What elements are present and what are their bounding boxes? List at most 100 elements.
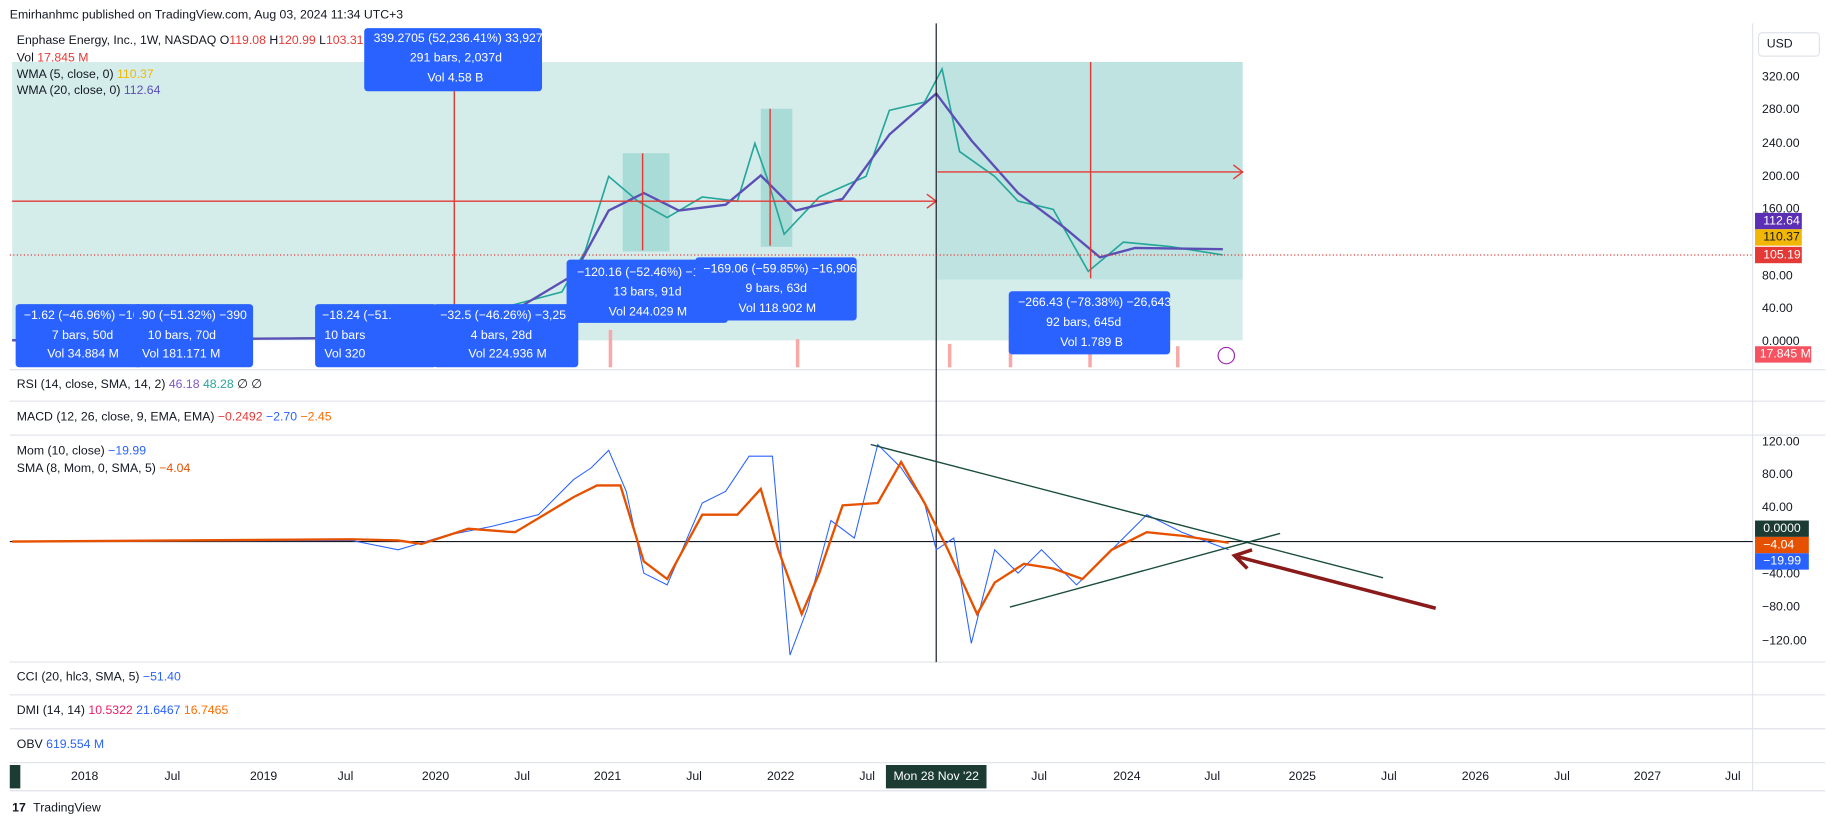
label: −120.00 (1762, 633, 1807, 647)
label: 105.19 (1763, 247, 1801, 261)
footer-logo: 17 (12, 801, 26, 815)
label: Mom (10, close) (17, 444, 105, 458)
label: 4 bars, 28d (471, 328, 533, 342)
label: 2022 (767, 769, 794, 783)
label: 80.00 (1762, 467, 1793, 481)
label: 2026 (1462, 769, 1489, 783)
sma-line (12, 459, 1229, 618)
measure-boxes: 339.2705 (52,236.41%) 33,927 291 bars, 2,… (15, 28, 1171, 368)
label: Vol 4.58 B (427, 71, 483, 85)
label: 2021 (594, 769, 621, 783)
label: −2.45 (300, 410, 331, 424)
label: 119.08 (229, 33, 266, 47)
label: 0.0000 (1762, 334, 1800, 348)
crosshair-date-badge (885, 765, 987, 789)
label: −0.2492 (218, 410, 263, 424)
label: 7 bars, 50d (52, 328, 114, 342)
label: 13 bars, 91d (613, 285, 681, 299)
label: 110.37 (1763, 230, 1800, 244)
label: −40.00 (1762, 567, 1800, 581)
label: −4.04 (159, 461, 190, 475)
label: 10.5322 (88, 703, 133, 717)
label: 2018 (71, 769, 98, 783)
label: Jul (514, 769, 530, 783)
label: 280.00 (1762, 102, 1800, 116)
label: 103.31 (326, 33, 364, 47)
label: −19.99 (1763, 554, 1801, 568)
legend-wma5: WMA (5, close, 0) 110.37 (17, 67, 154, 81)
event-icon[interactable] (1217, 346, 1236, 365)
label: 339.2705 (52,236.41%) 33,927 (374, 31, 543, 45)
currency-button[interactable] (1757, 32, 1820, 57)
label: −2.70 (266, 410, 297, 424)
label: 16.7465 (184, 703, 229, 717)
label: WMA (20, close, 0) (17, 83, 121, 97)
label: Vol 1.789 B (1060, 335, 1123, 349)
label: OBV (17, 737, 44, 751)
label: SMA (8, Mom, 0, SMA, 5) (17, 461, 156, 475)
label: 320.00 (1762, 69, 1800, 83)
sma-legend: SMA (8, Mom, 0, SMA, 5) −4.04 (17, 461, 191, 475)
label: Jul (1204, 769, 1220, 783)
label: −19.99 (108, 444, 146, 458)
legend-wma20: WMA (20, close, 0) 112.64 (17, 83, 161, 97)
arrow-head (1231, 548, 1253, 570)
label: 40.00 (1762, 301, 1793, 315)
label: 200.00 (1762, 169, 1800, 183)
obv-legend: OBV 619.554 M (17, 737, 104, 751)
label: L (319, 33, 326, 47)
label: ∅ (237, 377, 248, 391)
label: 17.845 M (37, 51, 88, 65)
label: Vol 181.171 M (142, 347, 220, 361)
label: 2019 (250, 769, 277, 783)
label: 240.00 (1762, 136, 1800, 150)
pane-separators (9, 23, 1826, 792)
legend-volume: Vol 17.845 M (17, 51, 89, 65)
label: 120.00 (1762, 434, 1800, 448)
label: CCI (20, hlc3, SMA, 5) (17, 670, 140, 684)
label: Vol 118.902 M (739, 301, 817, 315)
label: .90 (−51.32%) −390 (138, 308, 247, 322)
label: Jul (338, 769, 354, 783)
label: 2024 (1113, 769, 1140, 783)
label: 112.64 (1763, 213, 1800, 227)
label: −32.5 (−46.26%) −3,255 (440, 308, 573, 322)
rsi-legend: RSI (14, close, SMA, 14, 2) 46.18 48.28 … (17, 377, 262, 391)
label: −120.16 (−52.46%) −12 (577, 265, 706, 279)
time-axis: 2018 Jul 2019 Jul 2020 Jul 2021 Jul 2022 Jul … (71, 769, 1741, 783)
label: 619.554 M (46, 737, 104, 751)
macd-legend: MACD (12, 26, close, 9, EMA, EMA) −0.249… (17, 410, 332, 424)
label: −169.06 (−59.85%) −16,906 (703, 261, 856, 275)
label: Jul (686, 769, 702, 783)
label: 80.00 (1762, 268, 1793, 282)
label: Jul (1725, 769, 1741, 783)
label: Vol 34.884 M (47, 347, 119, 361)
label: 2027 (1634, 769, 1661, 783)
mom-legend: Mom (10, close) −19.99 (17, 444, 146, 458)
label: MACD (12, 26, close, 9, EMA, EMA) (17, 410, 215, 424)
label: 2020 (422, 769, 449, 783)
dmi-legend: DMI (14, 14) 10.5322 21.6467 16.7465 (17, 703, 229, 717)
label: 46.18 (169, 377, 200, 391)
label: 21.6467 (136, 703, 181, 717)
label: Vol 244.029 M (609, 305, 687, 319)
measure-lines (12, 61, 1244, 316)
label: −51.40 (143, 670, 181, 684)
arrow (1237, 555, 1437, 610)
label: Mon 28 Nov '22 (893, 769, 979, 783)
label: −18.24 (−51. (322, 308, 392, 322)
legend-symbol: Enphase Energy, Inc., 1W, NASDAQ O119.08… (17, 33, 364, 47)
label: Jul (165, 769, 181, 783)
label: 120.99 (278, 33, 316, 47)
label: 48.28 (203, 377, 234, 391)
label: Vol 320 (324, 347, 365, 361)
label: 110.37 (117, 67, 154, 81)
label: −1.62 (−46.96%) −162 (24, 308, 147, 322)
label: 2025 (1289, 769, 1316, 783)
publisher: Emirhanhmc published on TradingView.com,… (10, 7, 403, 21)
currency[interactable]: USD (1767, 37, 1793, 51)
label: −4.04 (1763, 537, 1794, 551)
price-badges: 112.64 110.37 105.19 17.845 M (1755, 212, 1812, 363)
